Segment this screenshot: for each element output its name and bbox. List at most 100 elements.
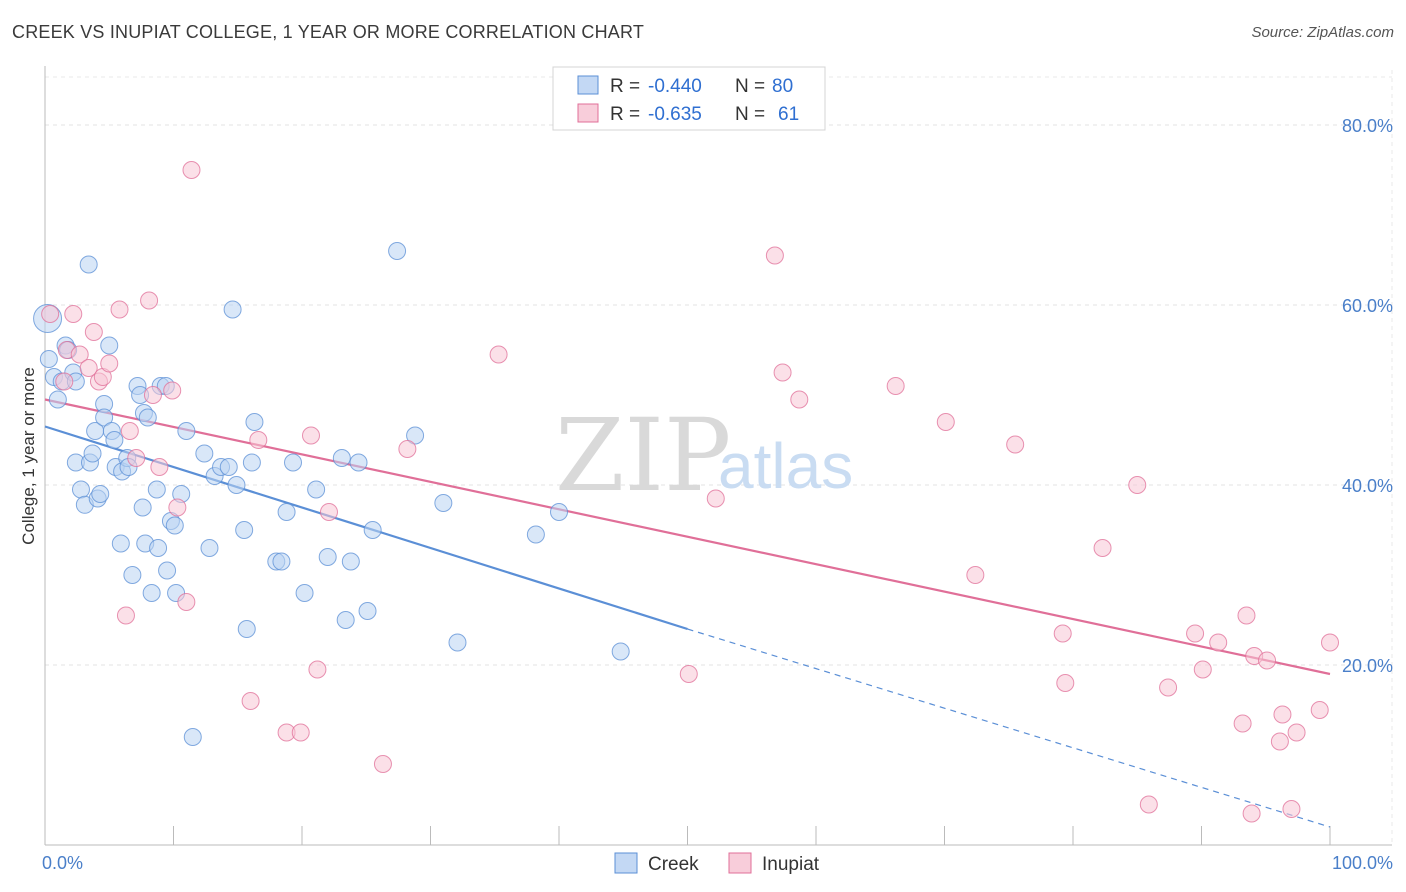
inupiat-point [373, 755, 392, 773]
y-tick-label: 80.0% [1342, 116, 1393, 136]
creek-point [341, 552, 360, 571]
creek-point [550, 503, 568, 521]
creek-point [95, 408, 114, 427]
inupiat-point [966, 566, 985, 584]
inupiat-point [1159, 678, 1178, 697]
inupiat-point [140, 291, 159, 310]
creek-point [142, 584, 161, 602]
inupiat-point [1258, 651, 1277, 670]
inupiat-point [1237, 606, 1256, 625]
inupiat-point [1242, 804, 1261, 823]
watermark-atlas: atlas [718, 430, 853, 502]
bottom-legend-label-creek: Creek [648, 854, 699, 875]
creek-point [242, 453, 261, 472]
bottom-legend-swatch-creek [614, 852, 638, 874]
inupiat-point [100, 354, 119, 373]
creek-point [138, 408, 157, 427]
inupiat-point [765, 246, 784, 265]
creek-point [336, 611, 355, 629]
creek-point [100, 336, 119, 355]
inupiat-point [127, 449, 146, 467]
creek-point [363, 521, 382, 539]
inupiat-point [1056, 674, 1075, 692]
inupiat-point [1209, 633, 1228, 652]
inupiat-point [790, 390, 809, 409]
creek-point [388, 242, 407, 260]
creek-point [200, 539, 219, 557]
inupiat-point [1270, 732, 1289, 751]
creek-point [284, 453, 303, 472]
creek-point [277, 503, 296, 521]
creek-point [195, 444, 214, 463]
inupiat-point [1139, 795, 1158, 814]
creek-point [165, 516, 184, 535]
source-label: Source: ZipAtlas.com [1251, 24, 1394, 41]
creek-point [177, 422, 196, 440]
inupiat-point [489, 345, 508, 364]
legend-n-value-creek: 80 [772, 76, 793, 97]
legend-box: R = -0.440 N = 80 R = -0.635 N = 61 [552, 66, 826, 131]
inupiat-point [301, 426, 320, 445]
legend-swatch-creek [577, 75, 599, 95]
bottom-legend: Creek Inupiat [614, 852, 820, 875]
creek-point [358, 602, 377, 620]
inupiat-point [398, 440, 417, 458]
inupiat-point [773, 363, 792, 382]
creek-point [123, 566, 142, 584]
creek-point [434, 494, 453, 512]
creek-point [307, 480, 326, 499]
creek-point [526, 525, 545, 544]
inupiat-point [41, 305, 60, 323]
creek-point [71, 480, 90, 499]
inupiat-point [177, 593, 196, 611]
creek-point [349, 453, 368, 472]
legend-n-label-inupiat: N = [735, 104, 765, 125]
creek-point [295, 584, 314, 602]
inupiat-point [1053, 624, 1072, 643]
inupiat-point [249, 431, 268, 449]
inupiat-point [64, 305, 83, 323]
x-tick-label: 0.0% [42, 853, 83, 873]
y-tick-label: 20.0% [1342, 656, 1393, 676]
creek-point [91, 485, 110, 503]
creek-point [237, 620, 256, 638]
inupiat-point [150, 458, 169, 476]
inupiat-point [1186, 624, 1205, 643]
inupiat-point [1006, 435, 1025, 454]
creek-point [133, 498, 152, 517]
inupiat-point [1273, 705, 1292, 724]
y-tick-labels: 20.0% 40.0% 60.0% 80.0% [1342, 116, 1393, 676]
inupiat-point [1310, 701, 1329, 719]
legend-r-value-creek: -0.440 [648, 76, 702, 97]
creek-point [105, 431, 124, 449]
inupiat-point [1193, 660, 1212, 679]
legend-r-label-inupiat: R = [610, 104, 640, 125]
creek-point [227, 476, 246, 494]
inupiat-point [241, 692, 260, 710]
inupiat-point [706, 489, 725, 508]
gridlines [45, 70, 1393, 845]
inupiat-point [79, 359, 98, 377]
data-points [33, 161, 1339, 823]
inupiat-point [1321, 633, 1339, 652]
inupiat-point [1233, 714, 1252, 733]
creek-point [245, 413, 264, 431]
watermark-zip: ZIP [555, 397, 731, 514]
creek-point [219, 458, 238, 476]
y-tick-label: 40.0% [1342, 476, 1393, 496]
inupiat-point [84, 323, 103, 341]
creek-point [149, 539, 168, 557]
inupiat-point [70, 345, 89, 364]
creek-point [183, 728, 202, 746]
inupiat-point [143, 386, 162, 404]
creek-point [235, 521, 254, 539]
creek-trendline-extension [687, 628, 1331, 828]
y-tick-label: 60.0% [1342, 296, 1393, 316]
x-tick-labels: 0.0% 100.0% [42, 853, 1393, 873]
creek-point [48, 390, 67, 409]
inupiat-point [291, 723, 310, 742]
creek-point [406, 426, 425, 445]
inupiat-point [168, 498, 187, 517]
inupiat-point [120, 422, 139, 440]
